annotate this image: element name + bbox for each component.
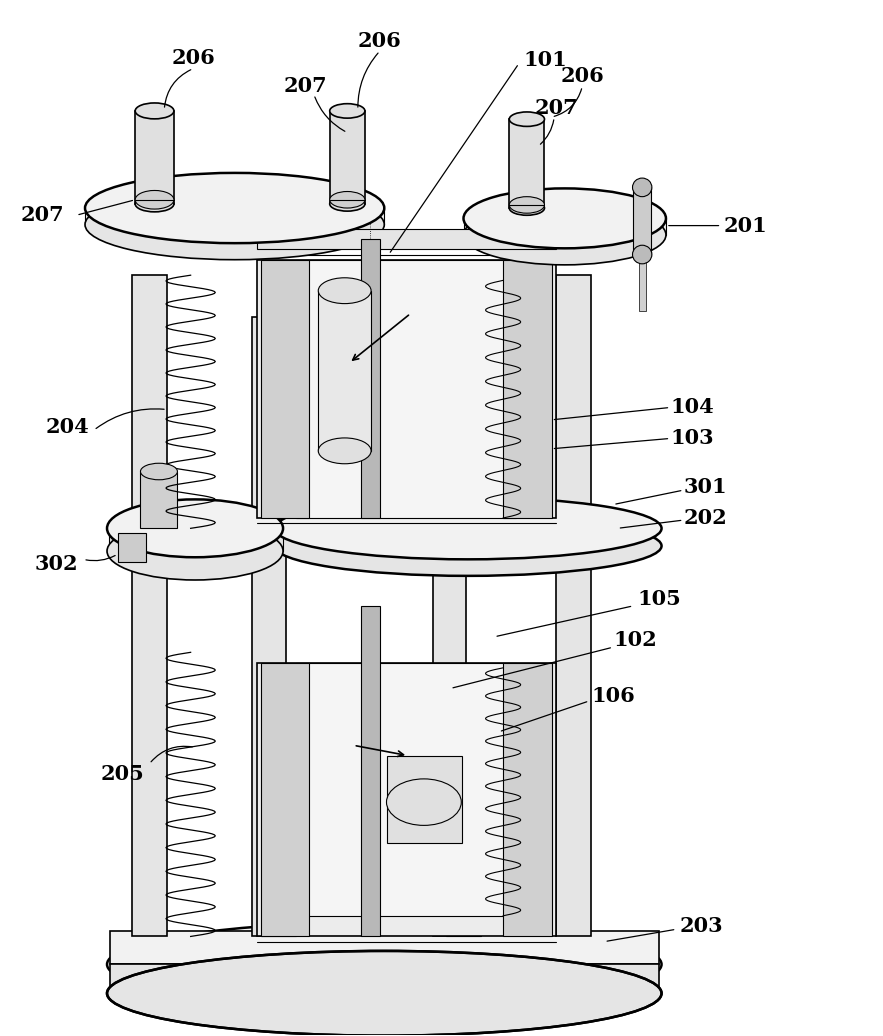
Ellipse shape <box>135 196 174 211</box>
Polygon shape <box>297 663 517 916</box>
Bar <box>387 755 462 843</box>
Bar <box>329 111 365 204</box>
Ellipse shape <box>107 522 283 580</box>
Bar <box>360 239 380 518</box>
Text: 207: 207 <box>20 205 64 225</box>
Text: 201: 201 <box>723 215 767 235</box>
Text: 302: 302 <box>34 554 78 575</box>
Ellipse shape <box>318 278 371 304</box>
Bar <box>556 276 591 937</box>
Bar <box>633 188 651 255</box>
Text: 101: 101 <box>524 51 567 70</box>
Bar <box>509 119 545 208</box>
Ellipse shape <box>329 192 365 208</box>
Text: 104: 104 <box>670 398 714 418</box>
Bar <box>253 317 286 937</box>
Bar <box>140 471 177 528</box>
Text: 103: 103 <box>670 429 714 449</box>
Bar <box>261 916 297 937</box>
Bar <box>503 260 552 518</box>
Polygon shape <box>109 528 283 551</box>
Polygon shape <box>151 528 635 546</box>
Bar <box>638 250 645 312</box>
Bar <box>318 291 371 451</box>
Polygon shape <box>257 260 556 518</box>
Text: 203: 203 <box>679 916 723 937</box>
Ellipse shape <box>387 779 461 826</box>
Bar <box>503 663 552 937</box>
Ellipse shape <box>135 191 174 209</box>
Polygon shape <box>257 663 556 937</box>
Bar <box>446 916 481 937</box>
Text: 206: 206 <box>561 65 604 86</box>
Polygon shape <box>257 229 556 250</box>
Bar <box>433 317 466 937</box>
Bar <box>132 276 167 937</box>
Text: 206: 206 <box>358 31 402 51</box>
Text: 207: 207 <box>283 76 327 96</box>
Text: 102: 102 <box>614 630 657 650</box>
Ellipse shape <box>140 463 177 480</box>
Text: 106: 106 <box>592 686 635 706</box>
Bar <box>261 663 309 937</box>
Bar <box>261 260 309 518</box>
Polygon shape <box>109 965 659 994</box>
Ellipse shape <box>509 201 545 215</box>
Polygon shape <box>109 931 659 965</box>
Ellipse shape <box>107 951 661 1036</box>
Polygon shape <box>464 219 666 235</box>
Ellipse shape <box>464 205 666 265</box>
Ellipse shape <box>85 190 384 260</box>
Ellipse shape <box>632 246 652 264</box>
Bar <box>117 534 146 563</box>
Bar <box>135 111 174 204</box>
Ellipse shape <box>464 189 666 249</box>
Text: 301: 301 <box>683 477 728 497</box>
Text: 205: 205 <box>101 765 145 784</box>
Ellipse shape <box>509 197 545 213</box>
Ellipse shape <box>329 197 365 211</box>
Polygon shape <box>85 208 384 225</box>
Ellipse shape <box>509 112 545 126</box>
Ellipse shape <box>107 499 283 557</box>
Text: 105: 105 <box>638 588 682 608</box>
Ellipse shape <box>135 103 174 119</box>
Text: 206: 206 <box>171 49 215 68</box>
Polygon shape <box>297 260 517 518</box>
Ellipse shape <box>275 516 661 576</box>
Ellipse shape <box>275 497 661 559</box>
Text: 207: 207 <box>534 97 577 118</box>
Ellipse shape <box>318 438 371 464</box>
Bar <box>360 606 380 937</box>
Ellipse shape <box>85 173 384 243</box>
Text: 202: 202 <box>683 508 728 528</box>
Ellipse shape <box>329 104 365 118</box>
Text: 204: 204 <box>46 418 89 437</box>
Ellipse shape <box>107 922 661 1007</box>
Ellipse shape <box>632 178 652 197</box>
